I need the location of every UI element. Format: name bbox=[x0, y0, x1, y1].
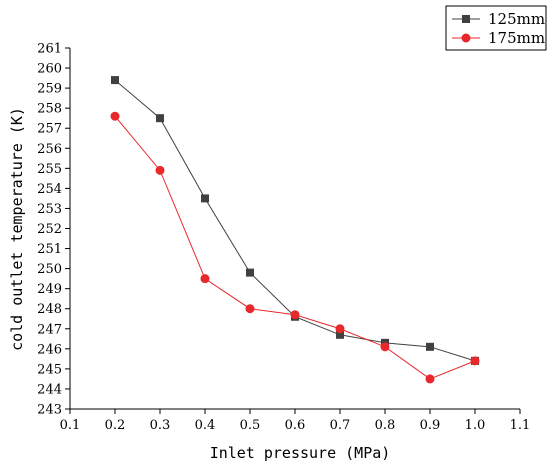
data-point bbox=[246, 268, 254, 277]
x-tick-label: 0.9 bbox=[420, 418, 441, 433]
x-tick-label: 0.2 bbox=[105, 418, 126, 433]
data-point bbox=[336, 330, 344, 339]
legend-label: 175mm bbox=[488, 29, 545, 47]
y-tick-label: 243 bbox=[37, 403, 62, 418]
data-point bbox=[155, 165, 165, 175]
y-tick-label: 261 bbox=[37, 42, 62, 57]
y-axis-title: cold outlet temperature (K) bbox=[8, 107, 26, 351]
x-tick-label: 0.4 bbox=[195, 418, 216, 433]
tick-labels: 0.1 0.2 0.3 0.4 0.5 0.6 0.7 0.8 0.9 1.0 1.1 243 244 2… bbox=[37, 42, 530, 434]
y-tick-label: 244 bbox=[37, 382, 62, 397]
y-tick-label: 257 bbox=[37, 122, 62, 137]
axes bbox=[65, 47, 521, 414]
x-tick-label: 1.1 bbox=[510, 418, 531, 433]
data-point bbox=[426, 342, 434, 351]
data-point bbox=[290, 310, 300, 320]
y-tick-label: 250 bbox=[37, 262, 62, 277]
data-point bbox=[335, 324, 345, 334]
data-point bbox=[425, 374, 435, 384]
y-tick-label: 254 bbox=[37, 182, 62, 197]
data-point bbox=[200, 274, 210, 284]
y-tick-label: 249 bbox=[37, 282, 62, 297]
data-point bbox=[110, 111, 120, 121]
x-axis-title: Inlet pressure (MPa) bbox=[210, 444, 391, 462]
x-tick-label: 0.1 bbox=[60, 418, 81, 433]
y-tick-label: 256 bbox=[37, 142, 62, 157]
y-tick-label: 246 bbox=[37, 342, 62, 357]
x-tick-label: 0.8 bbox=[375, 418, 396, 433]
data-point bbox=[156, 114, 164, 123]
data-point bbox=[111, 76, 119, 85]
y-tick-label: 259 bbox=[37, 82, 62, 97]
data-point bbox=[201, 194, 209, 203]
legend-swatch-marker bbox=[462, 15, 470, 23]
y-tick-label: 253 bbox=[37, 202, 62, 217]
legend-label: 125mm bbox=[488, 10, 545, 28]
x-tick-label: 0.6 bbox=[285, 418, 306, 433]
data-point bbox=[380, 342, 390, 352]
y-tick-label: 255 bbox=[37, 162, 62, 177]
x-tick-label: 0.3 bbox=[150, 418, 171, 433]
y-tick-label: 260 bbox=[37, 62, 62, 77]
data-point bbox=[470, 356, 480, 366]
series-175mm bbox=[110, 111, 480, 384]
x-tick-label: 0.7 bbox=[330, 418, 351, 433]
series-125mm bbox=[111, 76, 479, 365]
series-line bbox=[114, 115, 476, 380]
legend-swatch-marker bbox=[461, 33, 471, 43]
y-tick-label: 251 bbox=[37, 242, 62, 257]
y-tick-label: 247 bbox=[37, 322, 62, 337]
legend-box bbox=[445, 5, 547, 51]
y-tick-label: 258 bbox=[37, 102, 62, 117]
series bbox=[110, 76, 480, 384]
x-tick-label: 1.0 bbox=[465, 418, 486, 433]
data-point bbox=[245, 304, 255, 314]
y-tick-label: 245 bbox=[37, 362, 62, 377]
y-tick-label: 252 bbox=[37, 222, 62, 237]
x-tick-label: 0.5 bbox=[240, 418, 261, 433]
y-tick-label: 248 bbox=[37, 302, 62, 317]
